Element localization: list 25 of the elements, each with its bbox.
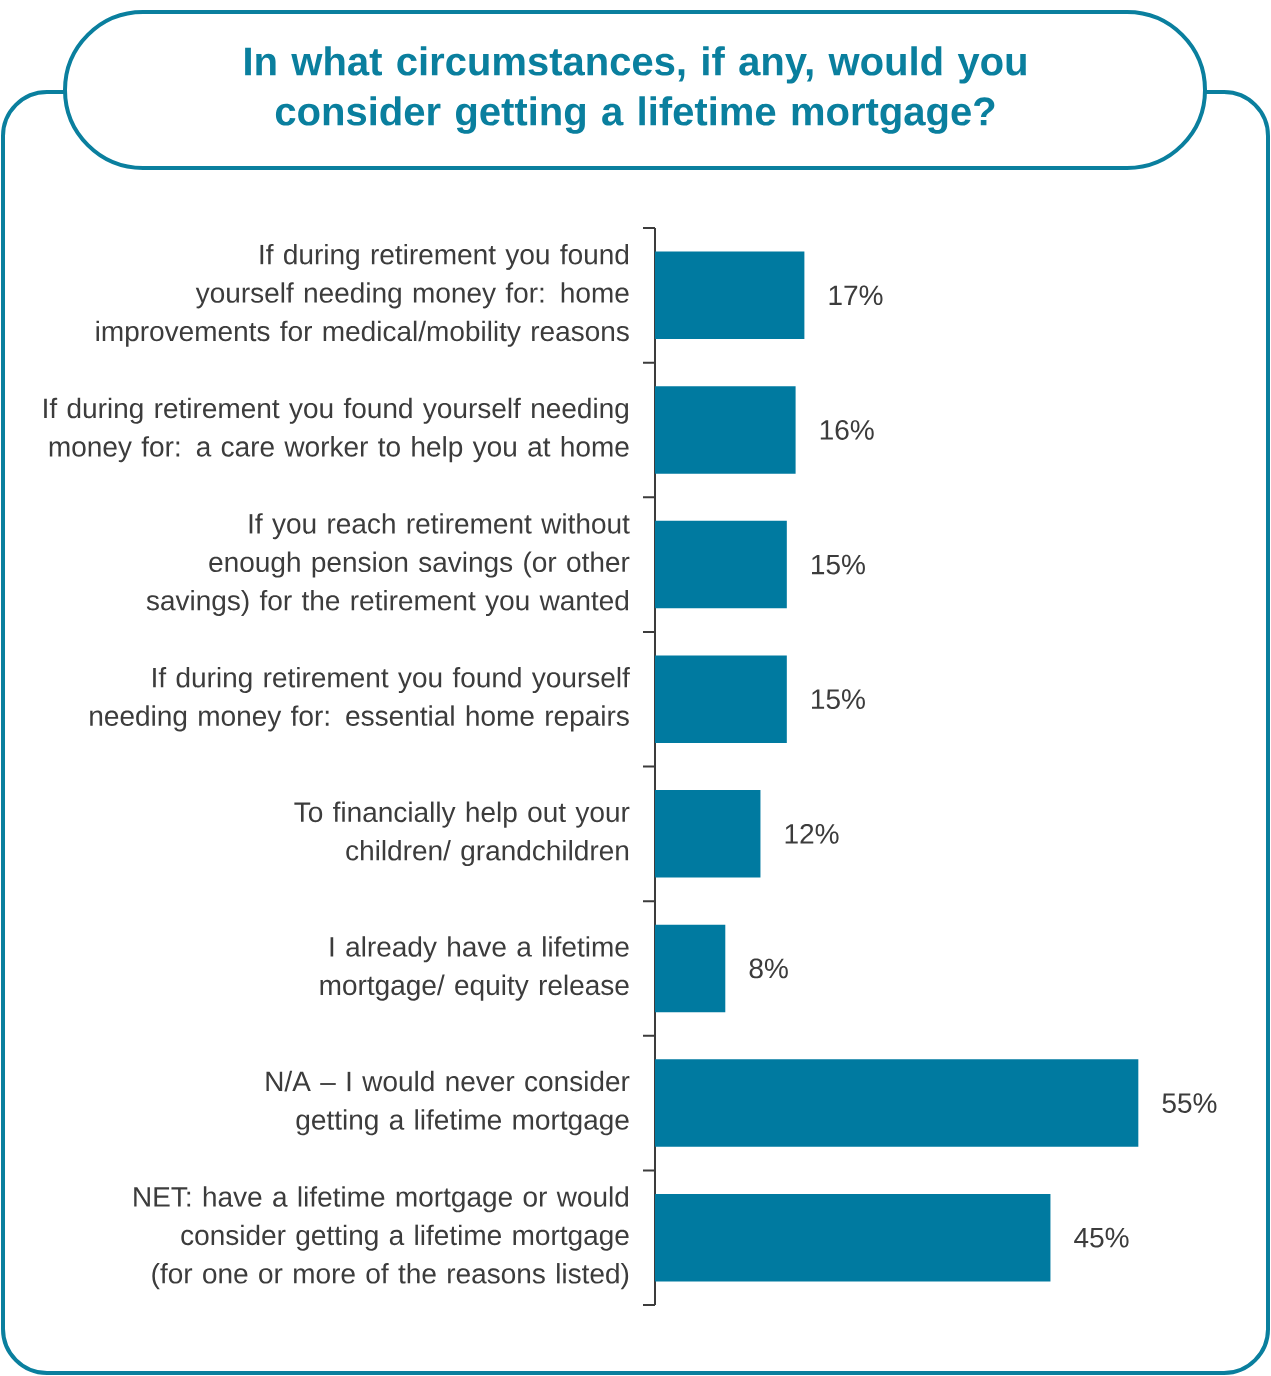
y-tick-label: To financially help out your children/ grandchildren: [294, 801, 630, 867]
bar: [655, 655, 787, 743]
data-label: 17%: [829, 285, 883, 306]
y-tick-label: If during retirement you found yourself needing money for: a care worker to help you at home: [44, 397, 629, 463]
bar: [655, 520, 787, 609]
chart-title: In what circumstances, if any, would you consider getting a lifetime mortgage?: [245, 46, 1026, 134]
y-tick-label: NET: have a lifetime mortgage or would consider getting a lifetime mortgage (for one or more of the reasons listed): [134, 1186, 629, 1290]
y-tick-label: If during retirement you found yourself needing money for: home improvements for medical/mobility reasons: [96, 243, 629, 347]
bar: [655, 1193, 1051, 1282]
bar: [655, 924, 726, 1013]
data-label: 55%: [1162, 1093, 1217, 1113]
data-label: 15%: [812, 689, 865, 710]
bar: [655, 790, 761, 878]
y-tick-label: I already have a lifetime mortgage/ equity release: [320, 936, 629, 1001]
data-label: 12%: [785, 823, 839, 844]
bar: [655, 251, 805, 340]
data-label: 16%: [820, 420, 874, 440]
bar: [655, 1059, 1139, 1147]
bar: [655, 386, 796, 474]
y-tick-label: N/A – I would never consider getting a lifetime mortgage: [266, 1070, 630, 1136]
y-tick-label: If you reach retirement without enough pension savings (or other savings) for the retirement you wanted: [146, 513, 630, 617]
data-label: 15%: [812, 554, 865, 575]
data-label: 8%: [749, 958, 788, 979]
data-label: 45%: [1074, 1227, 1129, 1248]
y-tick-label: If during retirement you found yourself needing money for: essential home repairs: [90, 666, 630, 732]
